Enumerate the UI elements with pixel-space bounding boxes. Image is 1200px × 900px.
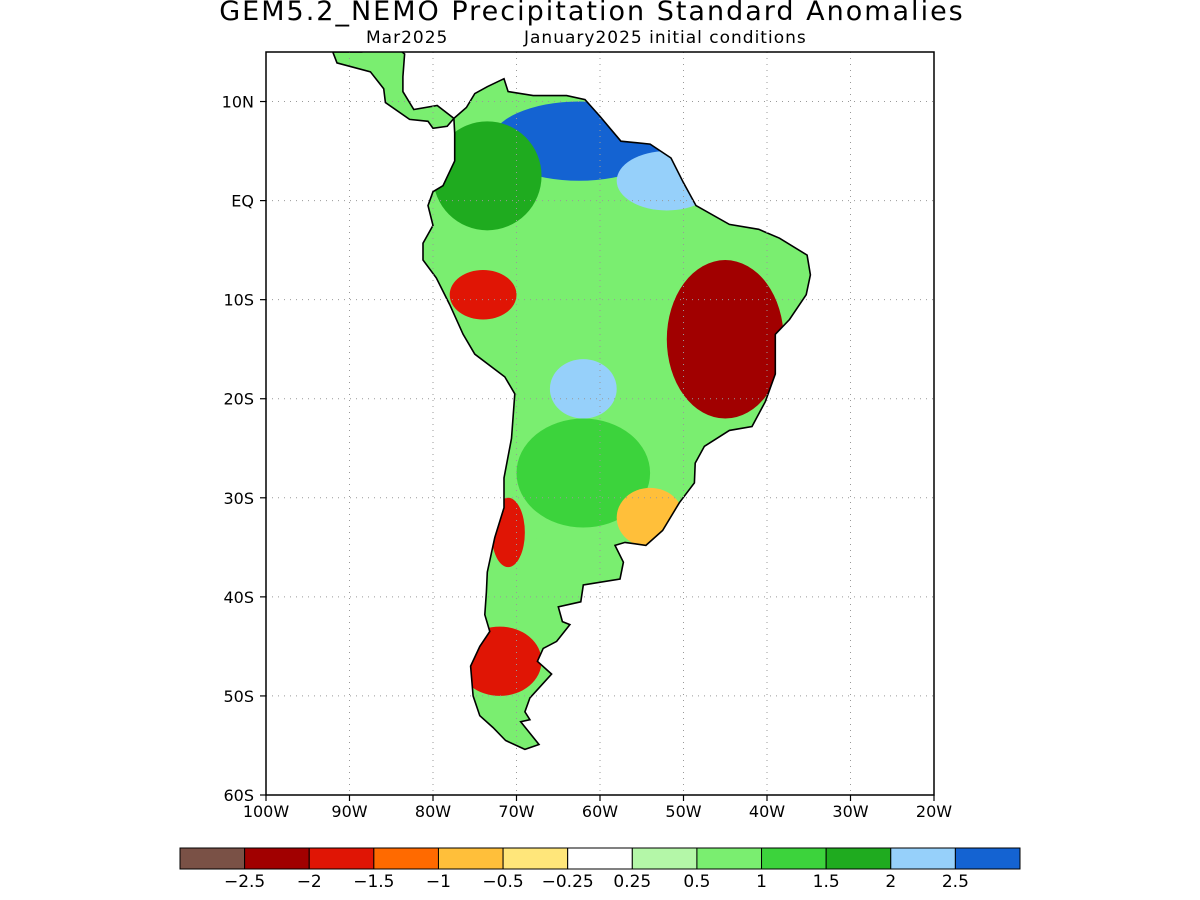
anomaly-region-guiana-wet [616, 151, 717, 211]
central-america-coast [331, 52, 456, 130]
anomaly-region-colombia-wet [433, 121, 542, 231]
colorbar-swatch [825, 847, 892, 870]
colorbar-tick-label: −0.25 [542, 872, 594, 892]
lat-tick-label: 60S [223, 786, 254, 805]
lon-tick-label: 40W [749, 802, 785, 821]
colorbar-swatch [761, 847, 827, 870]
lat-tick-label: 50S [223, 687, 254, 706]
coastlines [331, 52, 812, 751]
colorbar-tick-label: 1.5 [813, 872, 840, 892]
forecast-month: Mar2025 [366, 28, 449, 48]
lat-tick-label: 10N [222, 93, 254, 112]
colorbar: −2.5 −2 −1.5 −1 −0.5 −0.25 0.25 0.5 1 1.5 2 2.5 [179, 847, 1021, 892]
lat-tick-label: 30S [223, 489, 254, 508]
lon-tick-label: 60W [582, 802, 618, 821]
colorbar-swatch [696, 847, 763, 870]
map-title: GEM5.2_NEMO Precipitation Standard Anoma… [219, 0, 965, 27]
lon-tick-label: 90W [331, 802, 367, 821]
colorbar-swatch [437, 847, 504, 870]
colorbar-tick-label: 2 [885, 872, 896, 892]
lon-tick-label: 20W [916, 802, 952, 821]
colorbar-tick-label: −2.5 [224, 872, 265, 892]
colorbar-swatch [954, 847, 1021, 870]
south-america-coast [422, 77, 812, 751]
lon-tick-label: 80W [415, 802, 451, 821]
lon-tick-label: 70W [498, 802, 534, 821]
colorbar-tick-label: −2 [297, 872, 322, 892]
colorbar-swatch [373, 847, 439, 870]
initial-conditions-label: January2025 initial conditions [524, 28, 807, 48]
colorbar-tick-label: 0.5 [683, 872, 710, 892]
lat-tick-label: 10S [223, 291, 254, 310]
lon-tick-label: 30W [832, 802, 868, 821]
colorbar-tick-label: −0.5 [482, 872, 523, 892]
colorbar-tick-label: 1 [756, 872, 767, 892]
colorbar-swatch [244, 847, 310, 870]
anomaly-field [332, 52, 811, 750]
colorbar-swatch [631, 847, 698, 870]
anomaly-region-brazil-east-dry [666, 260, 784, 419]
colorbar-tick-label: −1 [426, 872, 451, 892]
map-axes: 100W 90W 80W 70W 60W 50W 40W 30W 20W 10N EQ 10S 20S 3… [222, 93, 953, 821]
colorbar-tick-label: 2.5 [942, 872, 969, 892]
lat-tick-label: 20S [223, 390, 254, 409]
lon-tick-label: 50W [665, 802, 701, 821]
anomaly-region-patagonia-dry [458, 626, 542, 696]
colorbar-swatch [179, 847, 246, 870]
colorbar-swatch [567, 847, 633, 870]
lat-tick-label: EQ [231, 192, 254, 211]
lon-tick-label: 100W [243, 802, 290, 821]
colorbar-swatch [890, 847, 956, 870]
lat-tick-label: 40S [223, 588, 254, 607]
anomaly-region-bolivia-wet [549, 359, 617, 419]
anomaly-region-peru-dry [449, 269, 517, 320]
colorbar-tick-label: 0.25 [613, 872, 651, 892]
anomaly-region-argentina-north-wet [516, 418, 651, 528]
colorbar-swatch [308, 847, 375, 870]
colorbar-tick-label: −1.5 [353, 872, 394, 892]
colorbar-swatch [502, 847, 569, 870]
anomaly-region-uruguay-dry [616, 487, 684, 548]
